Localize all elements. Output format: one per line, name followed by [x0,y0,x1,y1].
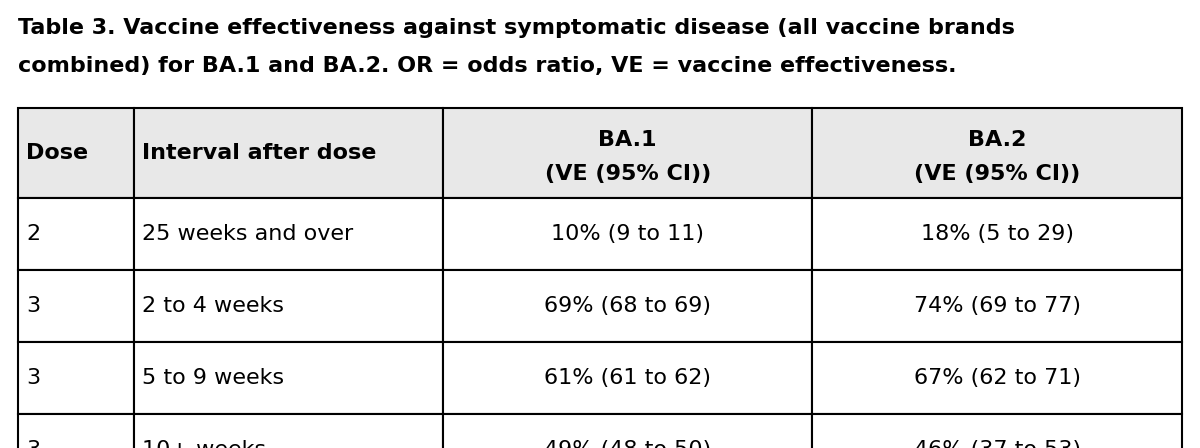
Text: 18% (5 to 29): 18% (5 to 29) [920,224,1074,244]
Bar [134,198,443,270]
Bar [18,108,134,198]
Text: 69% (68 to 69): 69% (68 to 69) [544,296,712,316]
Text: 74% (69 to 77): 74% (69 to 77) [913,296,1081,316]
Text: 67% (62 to 71): 67% (62 to 71) [913,368,1081,388]
Text: (VE (95% CI)): (VE (95% CI)) [545,164,710,184]
Bar [812,270,1182,342]
Bar [812,198,1182,270]
Bar [18,270,134,342]
Text: 46% (37 to 53): 46% (37 to 53) [913,440,1081,448]
Text: 3: 3 [26,368,40,388]
Bar [134,108,443,198]
Bar [812,414,1182,448]
Text: (VE (95% CI)): (VE (95% CI)) [914,164,1080,184]
Text: 10+ weeks: 10+ weeks [143,440,266,448]
Bar [812,108,1182,198]
Text: 3: 3 [26,440,40,448]
Text: 10% (9 to 11): 10% (9 to 11) [551,224,704,244]
Bar [18,198,134,270]
Text: combined) for BA.1 and BA.2. OR = odds ratio, VE = vaccine effectiveness.: combined) for BA.1 and BA.2. OR = odds r… [18,56,956,76]
Bar [812,342,1182,414]
Bar [443,414,812,448]
Text: BA.1: BA.1 [599,130,656,150]
Text: Table 3. Vaccine effectiveness against symptomatic disease (all vaccine brands: Table 3. Vaccine effectiveness against s… [18,18,1015,38]
Bar [443,108,812,198]
Bar [443,342,812,414]
Text: 61% (61 to 62): 61% (61 to 62) [544,368,712,388]
Text: 2 to 4 weeks: 2 to 4 weeks [143,296,284,316]
Text: Dose: Dose [26,143,88,163]
Text: Interval after dose: Interval after dose [143,143,377,163]
Bar [134,342,443,414]
Bar [443,270,812,342]
Text: 3: 3 [26,296,40,316]
Bar [18,342,134,414]
Text: 2: 2 [26,224,40,244]
Text: 49% (48 to 50): 49% (48 to 50) [544,440,712,448]
Text: 5 to 9 weeks: 5 to 9 weeks [143,368,284,388]
Text: 25 weeks and over: 25 weeks and over [143,224,354,244]
Text: BA.2: BA.2 [968,130,1026,150]
Bar [134,414,443,448]
Bar [134,270,443,342]
Bar [443,198,812,270]
Bar [18,414,134,448]
